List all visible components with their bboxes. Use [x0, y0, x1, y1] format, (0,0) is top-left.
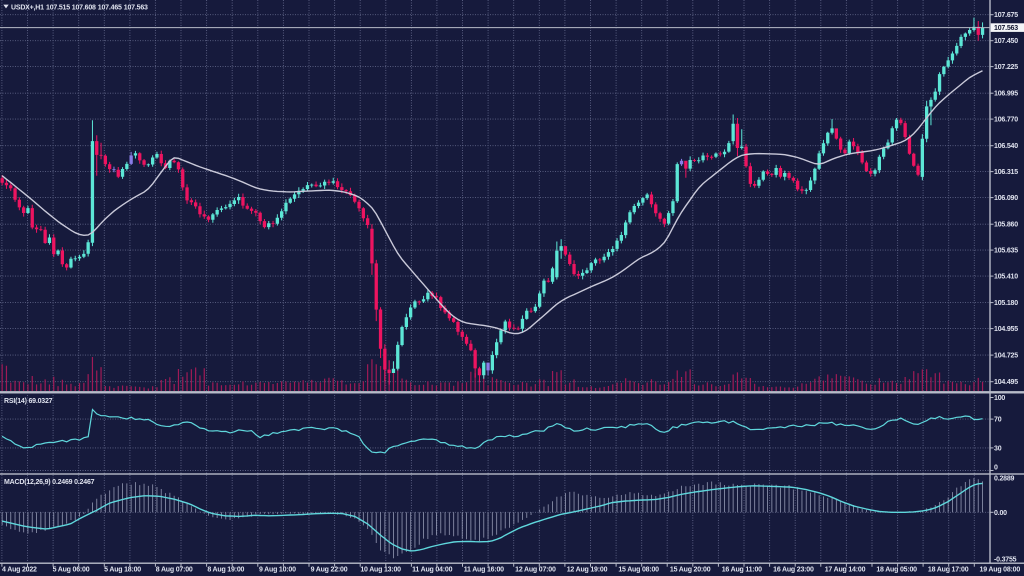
svg-text:107.563: 107.563: [124, 4, 148, 11]
svg-text:107.563: 107.563: [994, 25, 1018, 32]
svg-text:15 Aug 08:00: 15 Aug 08:00: [618, 566, 659, 573]
svg-text:107.465: 107.465: [98, 4, 122, 11]
svg-text:105.180: 105.180: [994, 300, 1018, 307]
svg-text:106.540: 106.540: [994, 143, 1018, 150]
svg-text:105.860: 105.860: [994, 222, 1018, 229]
svg-text:0.00: 0.00: [994, 510, 1007, 517]
svg-text:100: 100: [994, 395, 1005, 402]
svg-text:5 Aug 18:00: 5 Aug 18:00: [104, 566, 141, 573]
svg-text:104.725: 104.725: [994, 353, 1018, 360]
svg-text:106.090: 106.090: [994, 195, 1018, 202]
svg-text:8 Aug 19:00: 8 Aug 19:00: [207, 566, 244, 573]
svg-text:9 Aug 22:00: 9 Aug 22:00: [311, 566, 348, 573]
svg-text:16 Aug 23:00: 16 Aug 23:00: [773, 566, 814, 573]
svg-text:8 Aug 07:00: 8 Aug 07:00: [156, 566, 193, 573]
svg-text:104.955: 104.955: [994, 326, 1018, 333]
svg-text:105.635: 105.635: [994, 248, 1018, 255]
svg-text:11 Aug 04:00: 11 Aug 04:00: [412, 566, 452, 573]
svg-text:11 Aug 16:00: 11 Aug 16:00: [464, 566, 504, 573]
svg-text:4 Aug 2022: 4 Aug 2022: [2, 566, 37, 573]
svg-text:USDX+,H1: USDX+,H1: [11, 4, 44, 11]
svg-text:15 Aug 20:00: 15 Aug 20:00: [670, 566, 711, 573]
svg-text:9 Aug 10:00: 9 Aug 10:00: [259, 566, 296, 573]
svg-text:18 Aug 17:00: 18 Aug 17:00: [928, 566, 969, 573]
svg-text:12 Aug 07:00: 12 Aug 07:00: [515, 566, 556, 573]
svg-text:0: 0: [994, 464, 998, 471]
svg-text:107.225: 107.225: [994, 64, 1018, 71]
svg-text:107.450: 107.450: [994, 38, 1018, 45]
svg-text:17 Aug 14:00: 17 Aug 14:00: [825, 566, 866, 573]
svg-text:106.770: 106.770: [994, 117, 1018, 124]
svg-text:10 Aug 13:00: 10 Aug 13:00: [360, 566, 401, 573]
svg-text:RSI(14) 69.0327: RSI(14) 69.0327: [4, 398, 53, 405]
svg-text:12 Aug 19:00: 12 Aug 19:00: [567, 566, 608, 573]
svg-text:104.495: 104.495: [994, 379, 1018, 386]
svg-text:18 Aug 05:00: 18 Aug 05:00: [876, 566, 917, 573]
svg-text:107.608: 107.608: [72, 4, 96, 11]
svg-text:30: 30: [994, 445, 1002, 452]
svg-text:16 Aug 11:00: 16 Aug 11:00: [722, 566, 762, 573]
svg-text:19 Aug 08:00: 19 Aug 08:00: [980, 566, 1021, 573]
svg-text:106.315: 106.315: [994, 169, 1018, 176]
svg-text:5 Aug 06:00: 5 Aug 06:00: [53, 566, 90, 573]
svg-text:107.675: 107.675: [994, 12, 1018, 19]
svg-text:-0.3755: -0.3755: [994, 556, 1017, 563]
svg-text:MACD(12,26,9) 0.2469 0.2467: MACD(12,26,9) 0.2469 0.2467: [4, 479, 95, 486]
svg-text:70: 70: [994, 417, 1002, 424]
svg-text:107.515: 107.515: [46, 4, 70, 11]
svg-text:106.995: 106.995: [994, 91, 1018, 98]
svg-text:0.2889: 0.2889: [994, 476, 1015, 483]
svg-text:105.410: 105.410: [994, 274, 1018, 281]
